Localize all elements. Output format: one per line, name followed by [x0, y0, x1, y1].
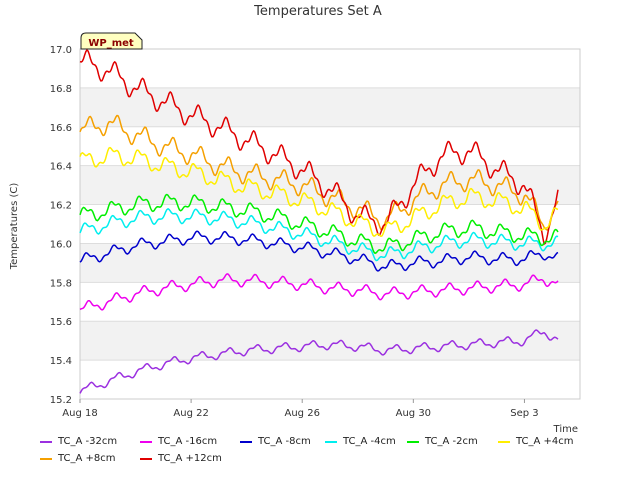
legend-swatch [40, 440, 52, 443]
legend-item: TC_A -8cm [240, 436, 311, 447]
legend-swatch [325, 440, 337, 443]
legend-label: TC_A +8cm [58, 453, 116, 464]
legend-swatch [498, 440, 510, 443]
plot-frame [79, 48, 581, 400]
series-line [79, 193, 559, 255]
badge-label: WP_met [88, 38, 134, 49]
series-line [79, 230, 559, 272]
y-tick-label: 15.6 [50, 317, 72, 328]
series-line [79, 146, 559, 238]
grid-band [80, 243, 580, 283]
legend-item: TC_A -2cm [407, 436, 478, 447]
series-layer [79, 49, 559, 394]
y-tick-label: 16.8 [50, 84, 72, 95]
legend-label: TC_A -16cm [158, 436, 218, 447]
legend-swatch [407, 440, 419, 443]
legend-item: TC_A +4cm [498, 436, 574, 447]
wp-met-badge: WP_met [80, 32, 143, 50]
legend-item: TC_A +12cm [140, 453, 222, 464]
x-axis-label: Time [553, 424, 578, 435]
grid-band [80, 321, 580, 361]
y-tick-label: 16.2 [50, 201, 72, 212]
series-line [79, 114, 559, 231]
y-tick-label: 16.0 [50, 239, 72, 250]
chart-title: Temperatures Set A [253, 4, 382, 19]
y-axis-ticks: 15.2 15.4 15.6 15.8 16.0 16.2 16.4 16.6 16.8 17.0 [50, 45, 72, 406]
x-tick-label: Aug 30 [396, 408, 431, 419]
y-tick-label: 15.4 [50, 356, 72, 367]
y-tick-label: 15.8 [50, 278, 72, 289]
legend-label: TC_A -2cm [425, 436, 478, 447]
grid-band [80, 87, 580, 127]
series-line [79, 273, 559, 311]
y-tick-label: 16.4 [50, 162, 72, 173]
badge-shape [80, 32, 143, 50]
legend-swatch [240, 440, 252, 443]
series-line [79, 49, 559, 245]
legend-item: TC_A +8cm [40, 453, 116, 464]
legend-label: TC_A -32cm [58, 436, 118, 447]
y-tick-label: 15.2 [50, 395, 72, 406]
legend-item: TC_A -4cm [325, 436, 396, 447]
x-tick-label: Aug 18 [62, 408, 97, 419]
x-tick-label: Aug 22 [173, 408, 208, 419]
legend-swatch [140, 457, 152, 460]
y-tick-label: 17.0 [50, 45, 72, 56]
legend-swatch [140, 440, 152, 443]
x-axis-ticks: Aug 18 Aug 22 Aug 26 Aug 30 Sep 3 [62, 399, 539, 419]
legend-item: TC_A -32cm [40, 436, 117, 447]
legend-item: TC_A -16cm [140, 436, 217, 447]
series-line [79, 329, 559, 394]
legend-swatch [40, 457, 52, 460]
x-tick-label: Sep 3 [510, 408, 538, 419]
legend-label: TC_A -4cm [343, 436, 396, 447]
x-tick-label: Aug 26 [285, 408, 320, 419]
y-axis-label: Temperatures (C) [9, 183, 20, 271]
legend-label: TC_A +4cm [516, 436, 574, 447]
legend-label: TC_A +12cm [158, 453, 222, 464]
series-line [79, 208, 559, 262]
y-tick-label: 16.6 [50, 123, 72, 134]
legend-label: TC_A -8cm [258, 436, 311, 447]
